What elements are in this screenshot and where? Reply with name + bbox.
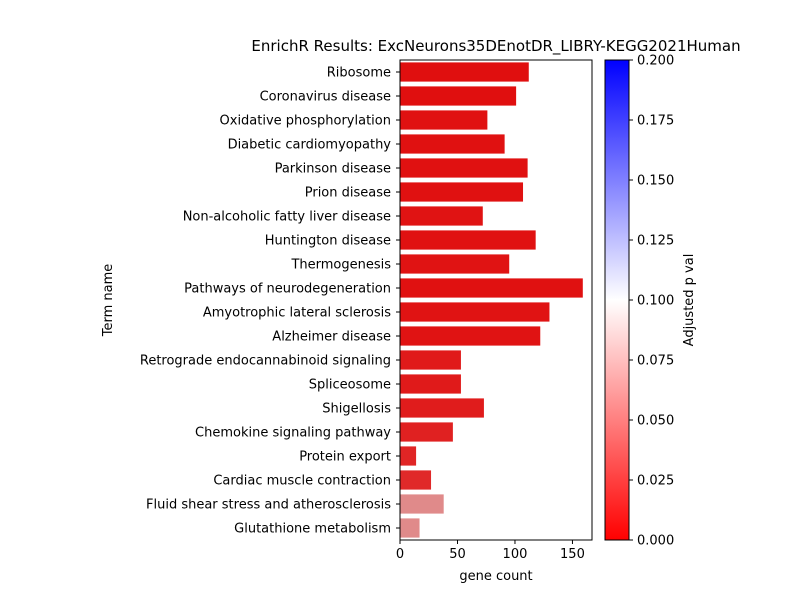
bar-16 [400,446,417,466]
bar-5 [400,182,524,202]
y-tick-label: Shigellosis [322,402,391,417]
colorbar-tick-label: 0.050 [637,414,674,429]
bar-11 [400,326,541,346]
y-tick-label: Parkinson disease [275,162,391,177]
bar-8 [400,254,510,274]
y-tick-label: Spliceosome [309,378,391,393]
y-tick-label: Non-alcoholic fatty liver disease [183,210,391,225]
y-tick-label: Glutathione metabolism [234,522,391,537]
colorbar-tick-label: 0.175 [637,114,674,129]
bar-12 [400,350,461,370]
bar-17 [400,470,432,490]
y-tick-label: Cardiac muscle contraction [213,474,391,489]
colorbar: 0.000 0.025 0.050 0.075 0.100 0.125 0.150 0.175… [604,54,697,549]
x-axis-label: gene count [459,569,532,584]
y-tick-label: Chemokine signaling pathway [195,426,391,441]
colorbar-tick-label: 0.025 [637,474,674,489]
y-tick-label: Prion disease [305,186,391,201]
bar-1 [400,86,517,106]
y-tick-label: Ribosome [327,66,391,81]
bar-6 [400,206,483,226]
y-tick-label: Fluid shear stress and atherosclerosis [146,498,391,513]
bar-14 [400,398,484,418]
y-tick-label: Retrograde endocannabinoid signaling [140,354,391,369]
y-tick-label: Oxidative phosphorylation [220,114,391,129]
bars-group [400,62,583,538]
x-tick-label: 150 [560,547,585,562]
y-tick-label: Pathways of neurodegeneration [184,282,391,297]
colorbar-tick-label: 0.200 [637,54,674,69]
y-tick-label: Coronavirus disease [260,90,391,105]
bar-0 [400,62,529,82]
colorbar-tick-label: 0.125 [637,234,674,249]
y-tick-label: Alzheimer disease [272,330,391,345]
y-tick-label: Huntington disease [265,234,391,249]
colorbar-label: Adjusted p val [682,254,697,347]
chart-title: EnrichR Results: ExcNeurons35DEnotDR_LIB… [251,37,740,56]
colorbar-tick-label: 0.150 [637,174,674,189]
colorbar-ticks: 0.000 0.025 0.050 0.075 0.100 0.125 0.150 0.175… [629,54,674,549]
bar-2 [400,110,488,130]
y-tick-label: Amyotrophic lateral sclerosis [203,306,391,321]
bar-18 [400,494,444,514]
bar-10 [400,302,550,322]
x-tick-label: 50 [449,547,466,562]
x-tick-label: 100 [503,547,528,562]
y-tick-label: Protein export [299,450,391,465]
plot-frame [399,59,593,541]
y-tick-labels: Ribosome Coronavirus disease Oxidative pho… [140,66,400,537]
bar-4 [400,158,528,178]
bar-3 [400,134,505,154]
bar-7 [400,230,536,250]
y-tick-label: Thermogenesis [290,258,391,273]
y-tick-label: Diabetic cardiomyopathy [228,138,392,153]
bar-9 [400,278,583,298]
colorbar-tick-label: 0.100 [637,294,674,309]
colorbar-tick-label: 0.075 [637,354,674,369]
x-tick-label: 0 [396,547,404,562]
bar-13 [400,374,461,394]
bar-15 [400,422,453,442]
bar-19 [400,518,420,538]
x-axis-ticks: 0 50 100 150 [396,540,585,562]
y-axis-label: Term name [101,264,116,338]
colorbar-gradient [604,59,630,541]
colorbar-tick-label: 0.000 [637,534,674,549]
